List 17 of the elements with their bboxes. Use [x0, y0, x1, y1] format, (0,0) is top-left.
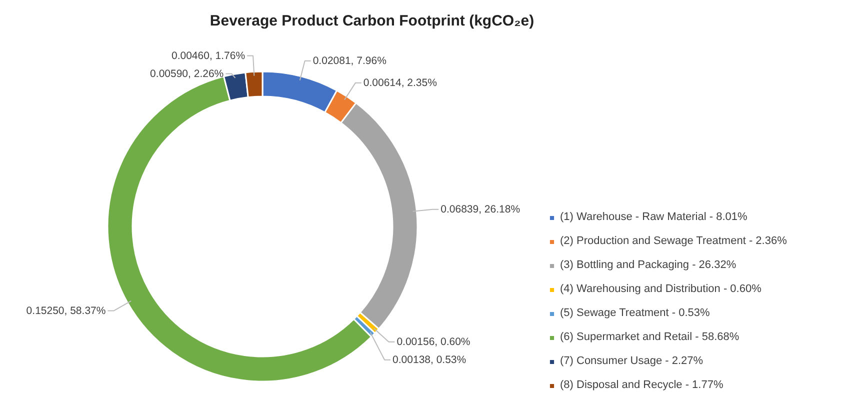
chart-title: Beverage Product Carbon Footprint (kgCO₂e) [210, 12, 534, 30]
legend-label: (3) Bottling and Packaging - 26.32% [560, 259, 736, 271]
data-label: 0.06839, 26.18% [440, 203, 520, 216]
data-label: 0.02081, 7.96% [312, 54, 386, 67]
data-label: 0.00138, 0.53% [392, 354, 466, 366]
legend-label: (5) Sewage Treatment - 0.53% [560, 307, 710, 319]
legend-label: (4) Warehousing and Distribution - 0.60% [560, 283, 762, 295]
legend-label: (7) Consumer Usage - 2.27% [560, 355, 704, 367]
data-label: 0.00614, 2.35% [363, 76, 437, 89]
legend-label: (6) Supermarket and Retail - 58.68% [560, 331, 740, 343]
legend-label: (1) Warehouse - Raw Material - 8.01% [560, 211, 748, 223]
legend-label: (2) Production and Sewage Treatment - 2.36% [560, 235, 787, 247]
data-label: 0.00590, 2.26% [150, 68, 224, 80]
data-label: 0.00460, 1.76% [171, 50, 246, 62]
data-label: 0.15250, 58.37% [26, 304, 106, 317]
data-label: 0.00156, 0.60% [396, 336, 470, 348]
legend-label: (8) Disposal and Recycle - 1.77% [560, 379, 724, 391]
